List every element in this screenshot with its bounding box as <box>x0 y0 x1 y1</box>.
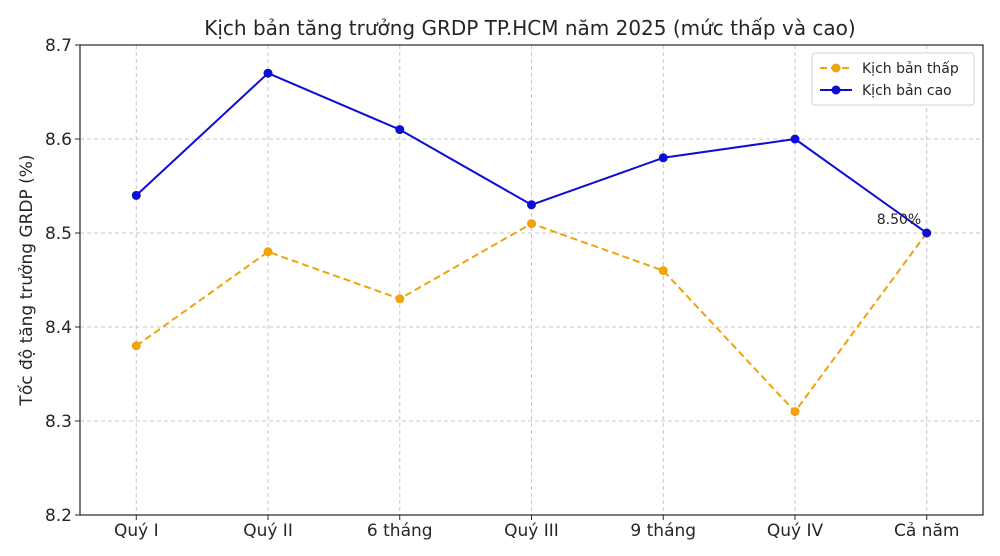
data-point <box>790 407 800 417</box>
plot-frame <box>79 44 984 516</box>
x-tick-label: 6 tháng <box>367 521 433 541</box>
annotation-label: 8.50% <box>877 212 921 228</box>
y-tick-label: 8.6 <box>45 130 72 150</box>
legend-swatch-marker <box>831 85 841 95</box>
legend-entry: Kịch bản thấp <box>862 61 959 77</box>
data-point <box>395 294 405 304</box>
data-point <box>527 200 536 210</box>
y-tick-label: 8.7 <box>45 36 72 56</box>
grid <box>80 45 983 515</box>
x-tick-label: Quý III <box>504 521 559 541</box>
y-tick-label: 8.5 <box>45 224 72 244</box>
legend: Kịch bản thấp Kịch bản cao <box>811 52 975 106</box>
data-point <box>658 266 668 276</box>
data-point <box>395 125 405 135</box>
data-point <box>658 153 668 163</box>
x-tick-label: 9 tháng <box>630 521 696 541</box>
legend-box <box>811 52 975 106</box>
data-point <box>790 134 800 144</box>
chart-title: Kịch bản tăng trưởng GRDP TP.HCM năm 202… <box>204 16 855 40</box>
x-tick-label: Quý II <box>243 521 293 541</box>
axes <box>75 44 984 520</box>
series <box>131 68 932 417</box>
data-point <box>131 341 141 351</box>
y-tick-label: 8.3 <box>45 412 72 432</box>
data-point <box>263 68 273 78</box>
data-point <box>263 247 273 257</box>
annotations: 8.50% <box>877 212 921 228</box>
data-point <box>527 219 536 229</box>
tick-labels: 8.2 8.3 8.4 8.5 8.6 8.7 Quý I Quý II 6 tháng Quý … <box>45 36 959 541</box>
data-point <box>922 228 932 238</box>
y-tick-label: 8.4 <box>45 318 72 338</box>
data-point <box>131 190 141 200</box>
x-tick-label: Quý I <box>114 521 159 541</box>
legend-entry: Kịch bản cao <box>862 83 952 99</box>
y-axis-label: Tốc độ tăng trưởng GRDP (%) <box>16 154 37 406</box>
x-tick-label: Cả năm <box>894 521 959 541</box>
y-tick-label: 8.2 <box>45 506 72 526</box>
x-tick-label: Quý IV <box>767 521 824 541</box>
legend-swatch-marker <box>831 63 841 73</box>
